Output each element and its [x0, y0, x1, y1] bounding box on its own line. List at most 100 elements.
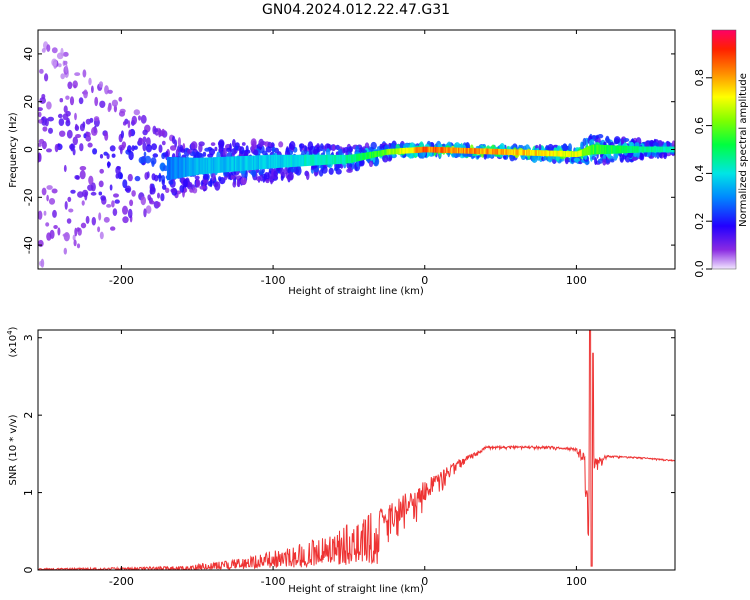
spectrogram-cell: [202, 151, 207, 157]
spectrogram-ridge-cell: [266, 155, 269, 169]
snr-y-ticks: 0 1 2 3: [22, 334, 675, 574]
spectrogram-cell: [79, 166, 87, 171]
spectrogram-cell: [161, 140, 166, 146]
spectrogram-ridge-cell: [443, 147, 446, 153]
spectrogram-ridge-cell: [537, 150, 539, 156]
spectrogram-cell: [44, 73, 49, 82]
spectrogram-ridge-cell: [539, 150, 542, 156]
spectrogram-cell: [273, 170, 279, 177]
spectrogram-ridge-cell: [646, 146, 648, 153]
spectrogram-ridge-cell: [632, 146, 635, 153]
spectrogram-ridge-cell: [405, 147, 408, 154]
spectrogram-ridge-cell: [276, 154, 278, 168]
spectrogram-cell: [97, 226, 101, 233]
spectrogram-ridge-cell: [182, 157, 185, 178]
spectrogram-ridge-cell: [652, 146, 654, 153]
spectrogram-cell: [41, 187, 47, 196]
spectrogram-ridge-cell: [278, 154, 281, 168]
spectrogram-cell: [161, 128, 165, 137]
colorbar-tick-label: 0.4: [693, 165, 706, 183]
spectrogram-ridge-cell: [569, 151, 572, 157]
colorbar: 0.0 0.2 0.4 0.6 0.8 Normalized spectral ampl…: [693, 29, 749, 278]
spectrogram-ridge-cell: [573, 151, 576, 157]
spectrogram-cell: [210, 142, 216, 147]
spectrogram-ridge-cell: [617, 145, 619, 154]
spectrogram-cell: [121, 141, 127, 149]
spectrogram-ridge-cell: [638, 146, 641, 153]
spectrogram-cell: [304, 145, 307, 155]
spectrogram-ridge-cell: [249, 155, 252, 171]
spectrogram-cell: [299, 143, 303, 152]
spectrogram-cell: [82, 121, 86, 128]
spectrogram-cell: [47, 116, 54, 122]
spectrogram-cell: [284, 167, 288, 175]
spectrogram-ridge-cell: [625, 145, 628, 154]
spectrogram-cell: [151, 143, 158, 151]
spectrogram-ridge-cell: [243, 156, 246, 171]
spectrogram-cell: [162, 184, 167, 190]
spectrogram-cell: [198, 143, 203, 153]
spectrogram-ridge-cell: [318, 154, 321, 166]
spectrogram-ridge-cell: [262, 155, 265, 169]
spectrogram-ridge-cell: [568, 151, 571, 157]
spectrogram-cell: [38, 239, 44, 248]
spectrogram-cell: [38, 111, 42, 118]
spectrogram-ridge-cell: [355, 154, 357, 162]
spectrogram-cell: [88, 77, 92, 86]
spectrogram-ridge-cell: [289, 154, 292, 168]
spectrogram-ridge-cell: [299, 154, 301, 167]
spectrogram-cell: [41, 48, 46, 53]
spectrogram-cell: [72, 80, 78, 89]
spectrogram-ridge-cell: [274, 154, 277, 169]
spectrogram-cell: [65, 64, 68, 74]
spectrogram-ridge-cell: [642, 146, 645, 153]
spectrogram-ridge-cell: [255, 155, 258, 170]
spectrogram-ridge-cell: [386, 149, 389, 155]
spectrogram-ridge-cell: [177, 157, 180, 179]
spectrogram-cell: [140, 196, 146, 206]
spectrogram-cell: [74, 112, 77, 121]
spectrogram-ridge-cell: [447, 147, 449, 153]
spectrogram-ridge-cell: [465, 147, 468, 154]
spectrogram-cell: [111, 200, 115, 208]
spectrogram-ridge-cell: [523, 149, 526, 156]
y-tick-label: 1: [22, 489, 35, 496]
spectrogram-ridge-cell: [422, 146, 425, 153]
spectrogram-ridge-cell: [391, 148, 394, 155]
spectrogram-cell: [138, 156, 146, 164]
spectrogram-y-label: Frequency (Hz): [8, 112, 19, 188]
spectrogram-ridge-cell: [232, 156, 235, 172]
spectrogram-ridge-cell: [254, 155, 256, 170]
spectrogram-ridge-cell: [192, 157, 195, 176]
spectrogram-cell: [632, 156, 637, 161]
spectrogram-ridge-cell: [668, 146, 670, 153]
spectrogram-ridge-cell: [439, 147, 442, 153]
spectrogram-cell: [48, 127, 53, 134]
spectrogram-ridge-cell: [272, 154, 275, 169]
spectrogram-ridge-cell: [466, 148, 469, 154]
spectrogram-ridge-cell: [436, 147, 438, 153]
spectrogram-ridge-cell: [198, 157, 201, 175]
spectrogram-cell: [230, 175, 235, 180]
spectrogram-cell: [337, 148, 343, 156]
spectrogram-cell: [92, 148, 98, 155]
spectrogram-cell: [128, 129, 132, 138]
spectrogram-ridge-cell: [170, 157, 173, 180]
spectrogram-ridge-cell: [591, 144, 594, 155]
spectrogram-cell: [156, 201, 161, 208]
spectrogram-ridge-cell: [426, 146, 429, 153]
spectrogram-cell: [158, 144, 163, 153]
spectrogram-ridge-cell: [379, 150, 381, 157]
spectrogram-ridge-cell: [419, 147, 421, 153]
spectrogram-cell: [322, 148, 326, 155]
spectrogram-ridge-cell: [288, 154, 290, 168]
spectrogram-ridge-cell: [180, 157, 182, 178]
spectrogram-cell: [285, 147, 290, 153]
spectrogram-ridge-cell: [611, 145, 613, 154]
spectrogram-ridge-cell: [237, 156, 239, 172]
spectrogram-ridge-cell: [528, 149, 531, 156]
svg-text:(x104): (x104): [6, 326, 19, 357]
spectrogram-cell: [183, 188, 188, 193]
spectrogram-ridge-cell: [342, 154, 345, 164]
spectrogram-ridge-cell: [409, 147, 412, 154]
